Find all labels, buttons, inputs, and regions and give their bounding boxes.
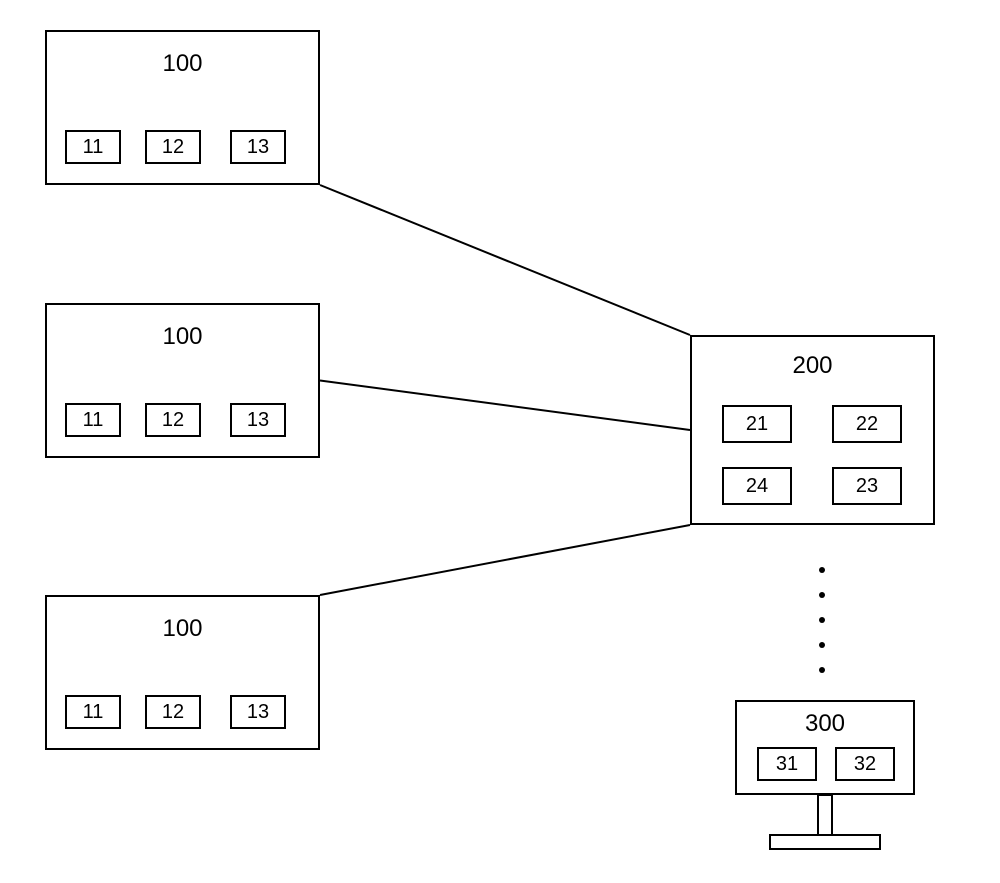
ellipsis-dot — [819, 567, 825, 573]
sub-box-11: 11 — [65, 130, 121, 164]
edge-n100b-n200 — [320, 381, 690, 431]
sub-box-12: 12 — [145, 403, 201, 437]
node-title: 100 — [47, 323, 318, 351]
node-n100b: 100 11 12 13 — [45, 303, 320, 458]
node-n100a: 100 11 12 13 — [45, 30, 320, 185]
sub-box-31: 31 — [757, 747, 817, 781]
sub-box-24: 24 — [722, 467, 792, 505]
sub-box-23: 23 — [832, 467, 902, 505]
node-title: 200 — [692, 352, 933, 380]
edge-n100a-n200 — [320, 185, 690, 335]
sub-box-13: 13 — [230, 403, 286, 437]
sub-box-11: 11 — [65, 403, 121, 437]
sub-box-12: 12 — [145, 130, 201, 164]
sub-box-12: 12 — [145, 695, 201, 729]
node-title: 100 — [47, 615, 318, 643]
node-title: 100 — [47, 50, 318, 78]
sub-box-13: 13 — [230, 130, 286, 164]
node-n300: 300 31 32 — [735, 700, 915, 795]
node-n200: 200 21 22 24 23 — [690, 335, 935, 525]
sub-box-13: 13 — [230, 695, 286, 729]
edge-n100c-n200 — [320, 525, 690, 595]
sub-box-32: 32 — [835, 747, 895, 781]
node-n100c: 100 11 12 13 — [45, 595, 320, 750]
ellipsis-dot — [819, 592, 825, 598]
sub-box-21: 21 — [722, 405, 792, 443]
sub-box-22: 22 — [832, 405, 902, 443]
ellipsis-dot — [819, 642, 825, 648]
node-title: 300 — [737, 710, 913, 738]
sub-box-11: 11 — [65, 695, 121, 729]
ellipsis-dot — [819, 617, 825, 623]
ellipsis-dot — [819, 667, 825, 673]
diagram-stage: 100 11 12 13 100 11 12 13 100 11 12 13 200 21 22 24 23 30… — [0, 0, 1000, 883]
